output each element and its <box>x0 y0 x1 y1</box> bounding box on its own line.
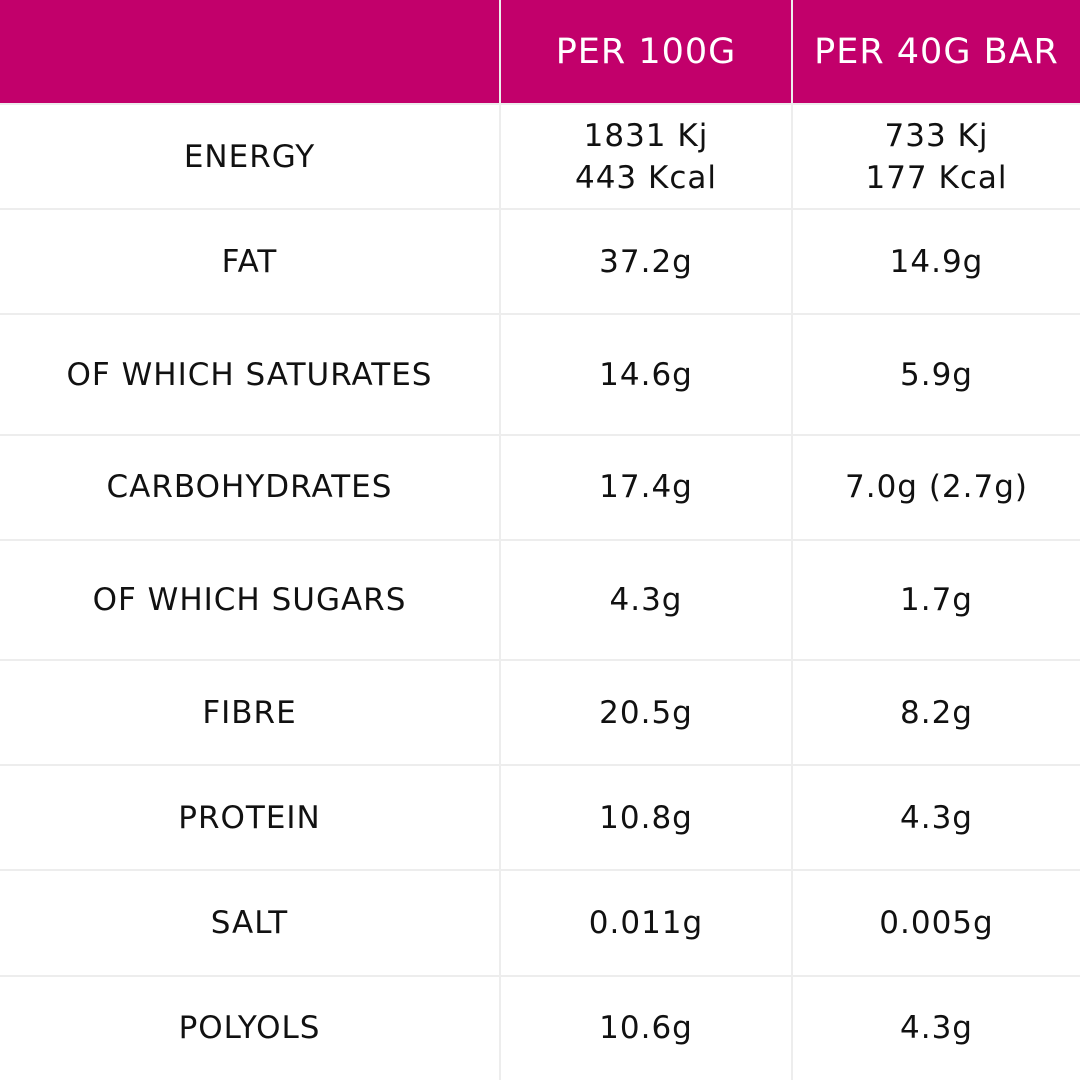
header-per-100g: PER 100G <box>499 0 793 105</box>
header-nutrient-column <box>0 0 501 105</box>
value-per-40g: 14.9g <box>791 208 1080 316</box>
table-row-carbohydrates: CARBOHYDRATES 17.4g 7.0g (2.7g) <box>0 433 1080 541</box>
table-row-salt: SALT 0.011g 0.005g <box>0 869 1080 977</box>
value-per-100g: 10.8g <box>499 764 793 872</box>
nutrient-label: OF WHICH SATURATES <box>0 313 501 436</box>
nutrient-label: OF WHICH SUGARS <box>0 538 501 662</box>
table-row-fat: FAT 37.2g 14.9g <box>0 208 1080 316</box>
nutrient-label: FAT <box>0 208 501 316</box>
table-row-saturates: OF WHICH SATURATES 14.6g 5.9g <box>0 313 1080 436</box>
value-per-100g: 10.6g <box>499 974 793 1080</box>
header-row: PER 100G PER 40G BAR <box>0 0 1080 105</box>
nutrient-label: SALT <box>0 869 501 977</box>
energy-kj-value: 733 Kj <box>884 117 989 154</box>
table-row-sugars: OF WHICH SUGARS 4.3g 1.7g <box>0 538 1080 662</box>
value-per-40g: 4.3g <box>791 764 1080 872</box>
table-header: PER 100G PER 40G BAR <box>0 0 1080 105</box>
value-per-100g: 17.4g <box>499 433 793 541</box>
value-per-100g: 14.6g <box>499 313 793 436</box>
value-per-40g: 7.0g (2.7g) <box>791 433 1080 541</box>
table-row-polyols: POLYOLS 10.6g 4.3g <box>0 974 1080 1080</box>
value-per-100g: 20.5g <box>499 659 793 767</box>
value-per-100g: 0.011g <box>499 869 793 977</box>
value-per-40g: 1.7g <box>791 538 1080 662</box>
nutrient-label: POLYOLS <box>0 974 501 1080</box>
nutrient-label: PROTEIN <box>0 764 501 872</box>
table-body: ENERGY 1831 Kj 443 Kcal 733 Kj 177 Kcal … <box>0 102 1080 1080</box>
value-per-100g: 4.3g <box>499 538 793 662</box>
nutrient-label: FIBRE <box>0 659 501 767</box>
value-per-40g: 0.005g <box>791 869 1080 977</box>
table-row-energy: ENERGY 1831 Kj 443 Kcal 733 Kj 177 Kcal <box>0 102 1080 211</box>
value-per-40g: 8.2g <box>791 659 1080 767</box>
value-per-40g: 4.3g <box>791 974 1080 1080</box>
value-per-40g: 733 Kj 177 Kcal <box>791 102 1080 211</box>
value-per-100g: 37.2g <box>499 208 793 316</box>
header-per-40g-bar: PER 40G BAR <box>791 0 1080 105</box>
energy-kcal-value: 177 Kcal <box>865 159 1008 196</box>
table-row-fibre: FIBRE 20.5g 8.2g <box>0 659 1080 767</box>
energy-kcal-value: 443 Kcal <box>574 159 717 196</box>
energy-kj-value: 1831 Kj <box>583 117 709 154</box>
value-per-100g: 1831 Kj 443 Kcal <box>499 102 793 211</box>
nutrient-label: ENERGY <box>0 102 501 211</box>
table-row-protein: PROTEIN 10.8g 4.3g <box>0 764 1080 872</box>
nutrient-label: CARBOHYDRATES <box>0 433 501 541</box>
value-per-40g: 5.9g <box>791 313 1080 436</box>
